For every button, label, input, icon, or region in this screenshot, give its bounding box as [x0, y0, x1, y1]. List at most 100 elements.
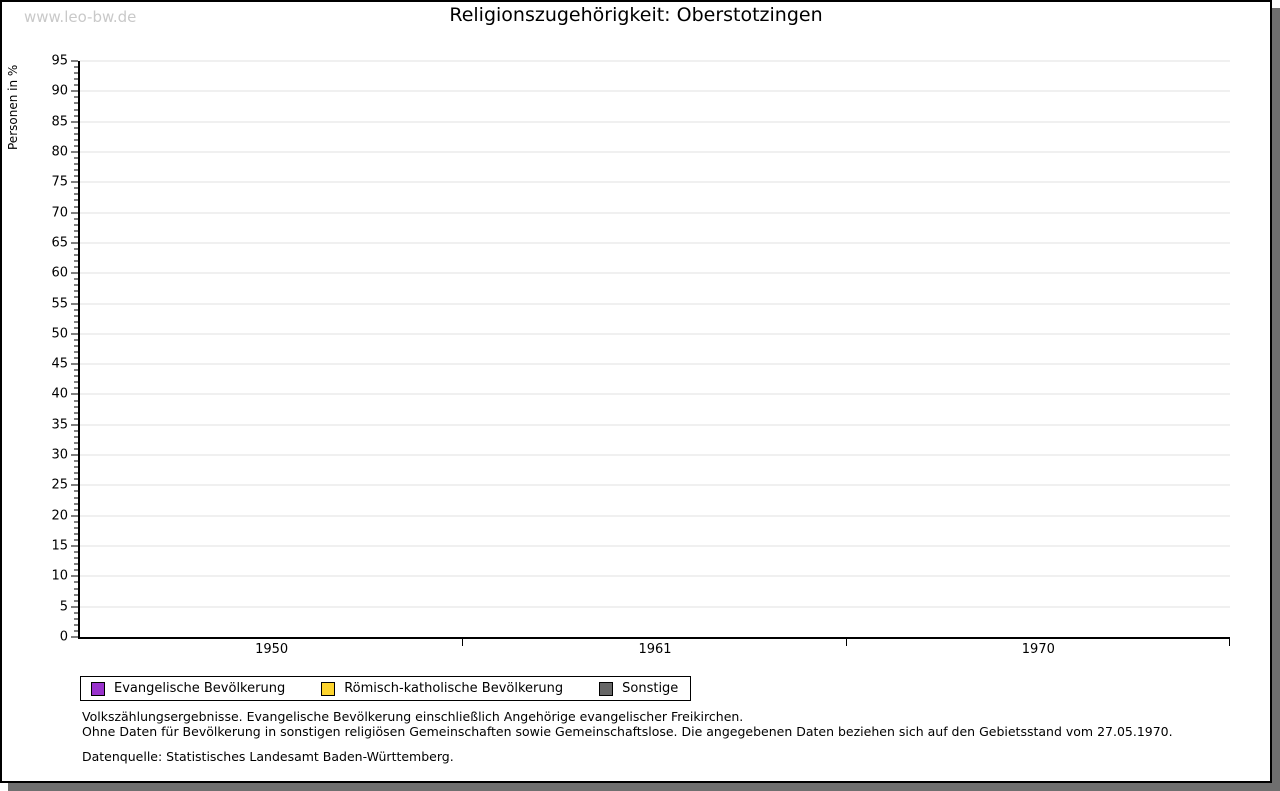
- y-minor-tick: [74, 521, 78, 523]
- y-minor-tick: [74, 278, 78, 280]
- y-major-tick: [71, 393, 78, 395]
- y-minor-tick: [74, 157, 78, 159]
- y-minor-tick: [74, 527, 78, 529]
- y-tick-label: 35: [51, 417, 68, 433]
- y-minor-tick: [74, 84, 78, 86]
- bar-group-1970: [847, 61, 1230, 637]
- y-tick-label: 80: [51, 144, 68, 160]
- y-minor-tick: [74, 266, 78, 268]
- gridline: [80, 272, 1230, 274]
- gridline: [80, 212, 1230, 214]
- x-tick-label: 1950: [255, 642, 289, 657]
- bar-group-1950: [80, 61, 463, 637]
- y-minor-tick: [74, 96, 78, 98]
- y-major-tick: [71, 333, 78, 335]
- y-major-tick: [71, 303, 78, 305]
- y-minor-tick: [74, 193, 78, 195]
- y-minor-tick: [74, 206, 78, 208]
- legend-swatch: [91, 681, 105, 696]
- page-title: Religionszugehörigkeit: Oberstotzingen: [449, 4, 823, 26]
- y-minor-tick: [74, 351, 78, 353]
- y-minor-tick: [74, 581, 78, 583]
- y-minor-tick: [74, 533, 78, 535]
- y-minor-tick: [74, 412, 78, 414]
- gridline: [80, 424, 1230, 426]
- gridline: [80, 242, 1230, 244]
- x-boundary-tick: [462, 639, 464, 646]
- gridline: [80, 545, 1230, 547]
- y-minor-tick: [74, 472, 78, 474]
- gridline: [80, 606, 1230, 608]
- y-minor-tick: [74, 109, 78, 111]
- legend-item: Römisch-katholische Bevölkerung: [321, 681, 563, 696]
- x-boundary-tick: [1229, 639, 1230, 646]
- y-minor-tick: [74, 296, 78, 298]
- y-major-tick: [71, 181, 78, 183]
- legend-label: Evangelische Bevölkerung: [114, 681, 286, 696]
- y-minor-tick: [74, 490, 78, 492]
- gridline: [80, 393, 1230, 395]
- y-minor-tick: [74, 163, 78, 165]
- y-minor-tick: [74, 254, 78, 256]
- footnote-line-1: Volkszählungsergebnisse. Evangelische Be…: [82, 709, 744, 724]
- y-major-tick: [71, 121, 78, 123]
- y-minor-tick: [74, 248, 78, 250]
- gridline: [80, 60, 1230, 62]
- y-minor-tick: [74, 236, 78, 238]
- y-minor-tick: [74, 115, 78, 117]
- y-minor-tick: [74, 539, 78, 541]
- y-tick-label: 60: [51, 265, 68, 281]
- y-minor-tick: [74, 369, 78, 371]
- y-minor-tick: [74, 357, 78, 359]
- y-tick-label: 65: [51, 235, 68, 251]
- y-tick-label: 5: [59, 599, 68, 615]
- gridline: [80, 121, 1230, 123]
- y-minor-tick: [74, 290, 78, 292]
- y-tick-label: 75: [51, 174, 68, 190]
- y-minor-tick: [74, 224, 78, 226]
- y-minor-tick: [74, 630, 78, 632]
- y-major-tick: [71, 363, 78, 365]
- data-source-line: Datenquelle: Statistisches Landesamt Bad…: [82, 749, 454, 764]
- legend-swatch: [321, 681, 336, 696]
- y-minor-tick: [74, 145, 78, 147]
- y-minor-tick: [74, 569, 78, 571]
- legend: Evangelische Bevölkerung Römisch-katholis…: [80, 676, 692, 701]
- y-major-tick: [71, 606, 78, 608]
- y-tick-label: 15: [51, 538, 68, 554]
- y-tick-label: 50: [51, 326, 68, 342]
- y-minor-tick: [74, 133, 78, 135]
- legend-item: Sonstige: [599, 681, 678, 696]
- y-minor-tick: [74, 460, 78, 462]
- y-minor-tick: [74, 600, 78, 602]
- y-minor-tick: [74, 187, 78, 189]
- x-tick-label: 1961: [638, 642, 672, 657]
- y-minor-tick: [74, 78, 78, 80]
- y-major-tick: [71, 484, 78, 486]
- y-major-tick: [71, 545, 78, 547]
- y-minor-tick: [74, 218, 78, 220]
- y-minor-tick: [74, 72, 78, 74]
- bar-group-1961: [463, 61, 846, 637]
- gridline: [80, 303, 1230, 305]
- y-minor-tick: [74, 327, 78, 329]
- x-boundary-tick: [845, 639, 847, 646]
- y-minor-tick: [74, 503, 78, 505]
- y-tick-label: 90: [51, 83, 68, 99]
- y-minor-tick: [74, 588, 78, 589]
- y-tick-label: 70: [51, 205, 68, 221]
- y-minor-tick: [74, 466, 78, 468]
- gridline: [80, 484, 1230, 486]
- y-major-tick: [71, 575, 78, 577]
- y-minor-tick: [74, 260, 78, 262]
- gridline: [80, 454, 1230, 456]
- y-tick-label: 0: [59, 629, 68, 645]
- y-minor-tick: [74, 169, 78, 171]
- y-minor-tick: [74, 230, 78, 232]
- y-major-tick: [71, 90, 78, 92]
- y-tick-label: 45: [51, 356, 68, 372]
- watermark: www.leo-bw.de: [24, 8, 137, 26]
- footnotes: Volkszählungsergebnisse. Evangelische Be…: [82, 709, 1240, 765]
- y-tick-label: 85: [51, 114, 68, 130]
- y-minor-tick: [74, 284, 78, 286]
